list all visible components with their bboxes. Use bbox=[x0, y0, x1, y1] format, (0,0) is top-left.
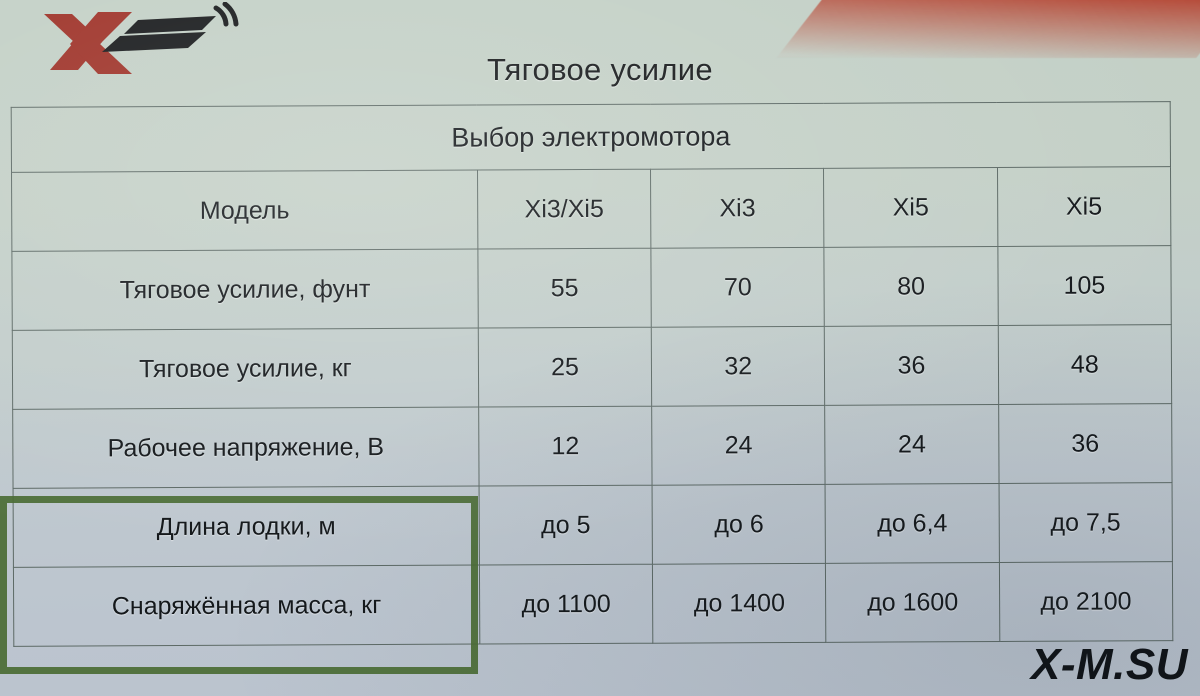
cell-curb-weight-2: до 1400 bbox=[652, 563, 827, 644]
cell-model-1: Xi3/Xi5 bbox=[477, 169, 652, 250]
logo-speed-bar-top bbox=[124, 16, 216, 34]
cell-boat-length-3: до 6,4 bbox=[825, 483, 1000, 564]
table-header-cell: Выбор электромотора bbox=[11, 101, 1171, 173]
table-row-thrust-lb: Тяговое усилие, фунт 55 70 80 105 bbox=[11, 245, 1172, 331]
row-label-model: Модель bbox=[11, 170, 478, 252]
cell-boat-length-2: до 6 bbox=[652, 484, 826, 565]
cell-curb-weight-4: до 2100 bbox=[999, 561, 1173, 642]
row-label-curb-weight: Снаряжённая масса, кг bbox=[13, 565, 480, 647]
cell-thrust-kg-4: 48 bbox=[997, 324, 1172, 405]
cell-model-2: Xi3 bbox=[650, 168, 825, 249]
logo-svg bbox=[44, 1, 239, 74]
cell-curb-weight-1: до 1100 bbox=[479, 564, 653, 645]
motor-selection-table-container: Выбор электромотора Модель Xi3/Xi5 Xi3 X… bbox=[11, 101, 1174, 647]
row-label-boat-length: Длина лодки, м bbox=[13, 486, 480, 568]
cell-thrust-lb-4: 105 bbox=[997, 245, 1172, 326]
cell-voltage-2: 24 bbox=[651, 405, 826, 486]
table-header-row: Выбор электромотора bbox=[11, 101, 1171, 173]
page-title: Тяговое усилие bbox=[487, 52, 713, 87]
table-row-voltage: Рабочее напряжение, В 12 24 24 36 bbox=[12, 403, 1173, 489]
logo-x-right bbox=[70, 12, 132, 74]
table-row-boat-length: Длина лодки, м до 5 до 6 до 6,4 до 7,5 bbox=[13, 482, 1173, 568]
cell-boat-length-4: до 7,5 bbox=[998, 482, 1173, 563]
motor-selection-table: Выбор электромотора Модель Xi3/Xi5 Xi3 X… bbox=[11, 101, 1174, 647]
cell-thrust-kg-2: 32 bbox=[651, 326, 826, 407]
cell-model-4: Xi5 bbox=[997, 166, 1171, 247]
logo-wave-arc-outer bbox=[222, 1, 239, 27]
row-label-thrust-kg: Тяговое усилие, кг bbox=[12, 328, 479, 410]
cell-voltage-4: 36 bbox=[998, 403, 1173, 484]
logo-wave-arc-inner bbox=[213, 5, 229, 27]
red-accent-band bbox=[776, 0, 1200, 58]
row-label-thrust-lb: Тяговое усилие, фунт bbox=[11, 249, 479, 331]
watermark: X-M.SU bbox=[1031, 640, 1188, 689]
table-row-model: Модель Xi3/Xi5 Xi3 Xi5 Xi5 bbox=[11, 166, 1171, 252]
table-row-thrust-kg: Тяговое усилие, кг 25 32 36 48 bbox=[12, 324, 1172, 410]
x-marine-logo bbox=[20, 1, 250, 80]
cell-thrust-lb-1: 55 bbox=[477, 248, 652, 329]
cell-curb-weight-3: до 1600 bbox=[825, 562, 1000, 643]
cell-voltage-3: 24 bbox=[825, 404, 999, 485]
cell-model-3: Xi5 bbox=[823, 167, 998, 248]
row-label-voltage: Рабочее напряжение, В bbox=[12, 407, 479, 489]
cell-thrust-kg-1: 25 bbox=[478, 327, 652, 408]
table-row-curb-weight: Снаряжённая масса, кг до 1100 до 1400 до… bbox=[13, 561, 1173, 647]
logo-speed-bar-bottom bbox=[102, 32, 206, 52]
cell-voltage-1: 12 bbox=[478, 406, 653, 487]
cell-thrust-lb-3: 80 bbox=[824, 246, 998, 327]
cell-thrust-lb-2: 70 bbox=[651, 247, 825, 328]
cell-thrust-kg-3: 36 bbox=[824, 325, 999, 406]
cell-boat-length-1: до 5 bbox=[478, 485, 653, 566]
